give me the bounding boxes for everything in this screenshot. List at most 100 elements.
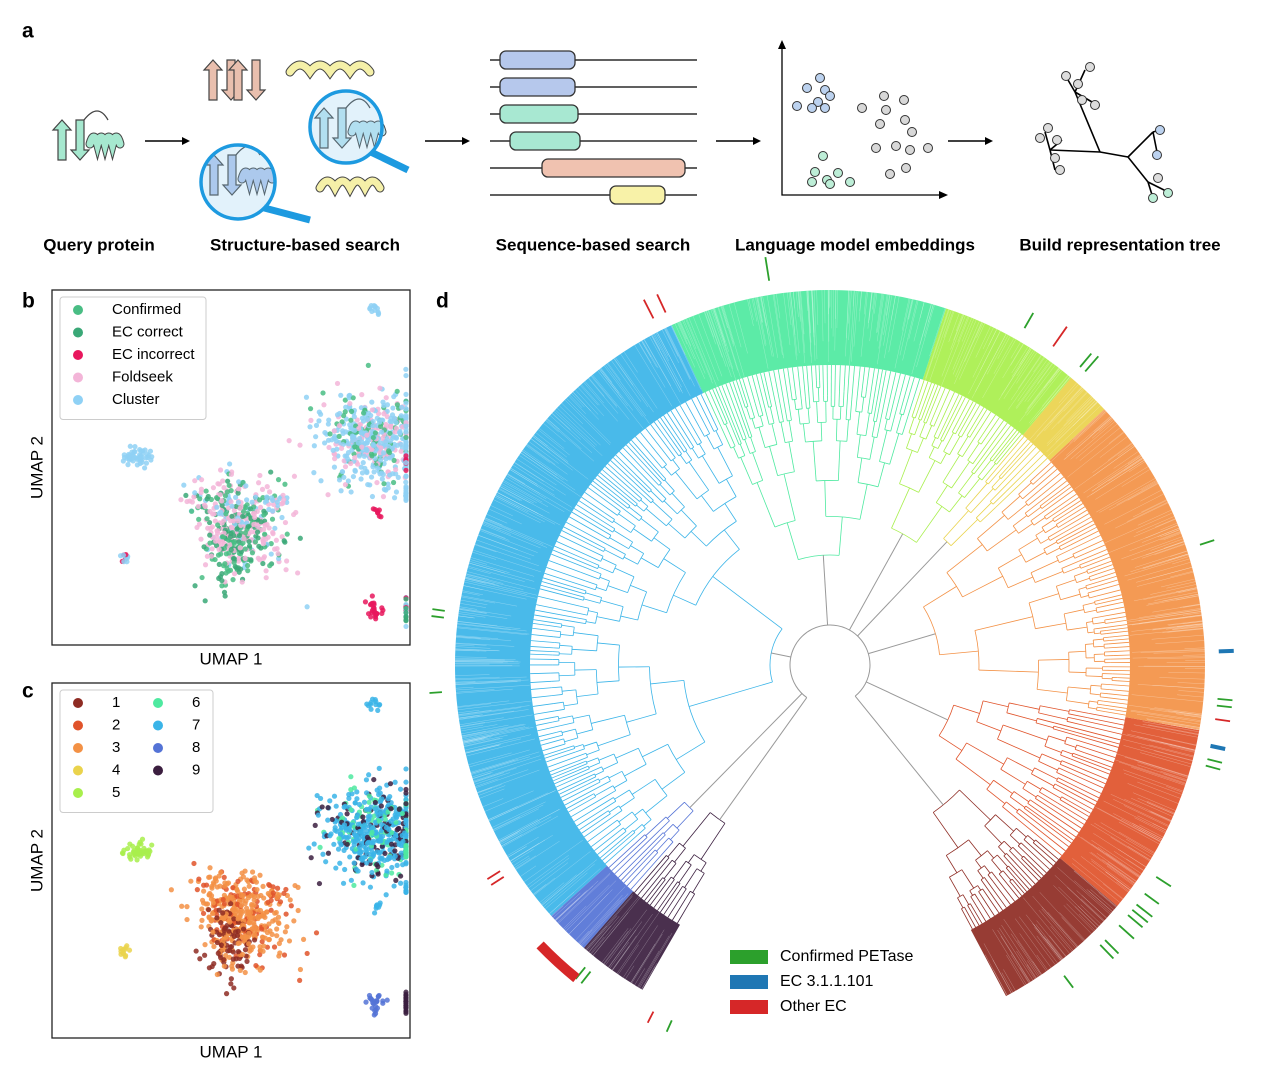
- clade-leaves: [671, 290, 946, 394]
- branch: [967, 442, 980, 461]
- leaf: [1140, 489, 1162, 502]
- leaf: [479, 530, 538, 553]
- branch: [546, 567, 586, 582]
- backbone: [689, 693, 803, 809]
- leaf: [1113, 851, 1144, 871]
- branch: [563, 703, 578, 707]
- branch: [959, 789, 991, 821]
- leaf: [788, 292, 797, 360]
- umap-point: [222, 880, 228, 886]
- umap-point: [239, 951, 246, 958]
- branch: [1003, 840, 1012, 849]
- branch: [1074, 571, 1088, 577]
- branch: [666, 876, 672, 883]
- mini-point: [813, 97, 823, 107]
- umap-point: [230, 885, 236, 891]
- branch: [919, 422, 926, 437]
- umap-point: [213, 538, 219, 544]
- leaf: [1122, 733, 1195, 752]
- branch: [690, 890, 695, 895]
- leaf: [1131, 541, 1185, 561]
- umap-point: [230, 907, 236, 913]
- branch: [1051, 497, 1080, 516]
- umap-point: [242, 555, 248, 562]
- leaf: [1076, 890, 1107, 919]
- branch: [565, 521, 608, 545]
- branch: [559, 644, 573, 647]
- umap-point: [219, 502, 225, 508]
- branch: [969, 426, 977, 438]
- umap-point: [376, 838, 382, 844]
- branch: [572, 627, 575, 636]
- branch: [561, 728, 576, 733]
- leaf: [461, 724, 509, 735]
- leaf: [1127, 562, 1191, 581]
- leaf: [1148, 724, 1199, 735]
- leaf: [1160, 529, 1180, 538]
- umap-point: [277, 899, 284, 905]
- umap-point: [234, 526, 240, 532]
- mini-leaf: [1050, 153, 1060, 163]
- branch: [666, 572, 686, 613]
- umap-point: [119, 850, 126, 856]
- umap-point: [392, 779, 398, 785]
- leaf: [698, 313, 723, 377]
- branch: [943, 510, 969, 539]
- branch: [1024, 513, 1029, 518]
- leaf: [1063, 417, 1112, 460]
- leaf: [1131, 694, 1204, 702]
- branch: [1100, 696, 1109, 699]
- branch: [1035, 461, 1052, 477]
- umap-point: [236, 479, 242, 485]
- umap-point: [297, 966, 304, 973]
- branch: [684, 525, 697, 539]
- leaf: [1134, 817, 1166, 834]
- umap-point: [403, 817, 409, 823]
- branch: [551, 625, 562, 628]
- branch: [1089, 685, 1092, 694]
- branch: [834, 365, 836, 398]
- umap-point: [268, 551, 274, 557]
- umap-point: [228, 530, 234, 537]
- leaf: [1057, 867, 1111, 915]
- leaf: [1018, 916, 1056, 965]
- leaf: [1137, 684, 1205, 689]
- leaf: [467, 567, 491, 575]
- umap-point: [235, 499, 241, 506]
- umap-point: [192, 583, 198, 589]
- branch: [782, 368, 791, 409]
- branch: [647, 888, 659, 904]
- umap-point: [321, 402, 327, 408]
- umap-point: [374, 903, 380, 910]
- branch: [1066, 736, 1079, 741]
- branch: [1094, 601, 1096, 605]
- leaf: [1180, 603, 1201, 608]
- branch: [576, 760, 587, 766]
- umap-point: [353, 833, 360, 839]
- branch: [633, 528, 652, 542]
- umap-point: [339, 419, 345, 425]
- step-label: Build representation tree: [1019, 235, 1220, 254]
- leaf: [902, 300, 918, 361]
- leaf: [1008, 357, 1045, 410]
- branch: [969, 885, 978, 892]
- branch: [625, 510, 640, 522]
- leaf: [457, 620, 498, 627]
- umap-point: [380, 998, 386, 1004]
- branch: [867, 397, 871, 414]
- branch: [856, 366, 861, 397]
- leaf: [836, 290, 838, 329]
- sequence-hit: [499, 50, 576, 70]
- leaf: [455, 676, 500, 680]
- branch: [1092, 615, 1105, 619]
- umap-point: [371, 813, 377, 819]
- leaf: [813, 290, 818, 360]
- umap-point: [212, 518, 218, 524]
- branch: [1049, 486, 1072, 503]
- branch: [887, 372, 897, 407]
- panel-label: d: [436, 290, 449, 313]
- branch: [625, 444, 648, 468]
- leaf: [1066, 395, 1092, 422]
- branch: [1005, 454, 1044, 492]
- branch: [989, 488, 1004, 502]
